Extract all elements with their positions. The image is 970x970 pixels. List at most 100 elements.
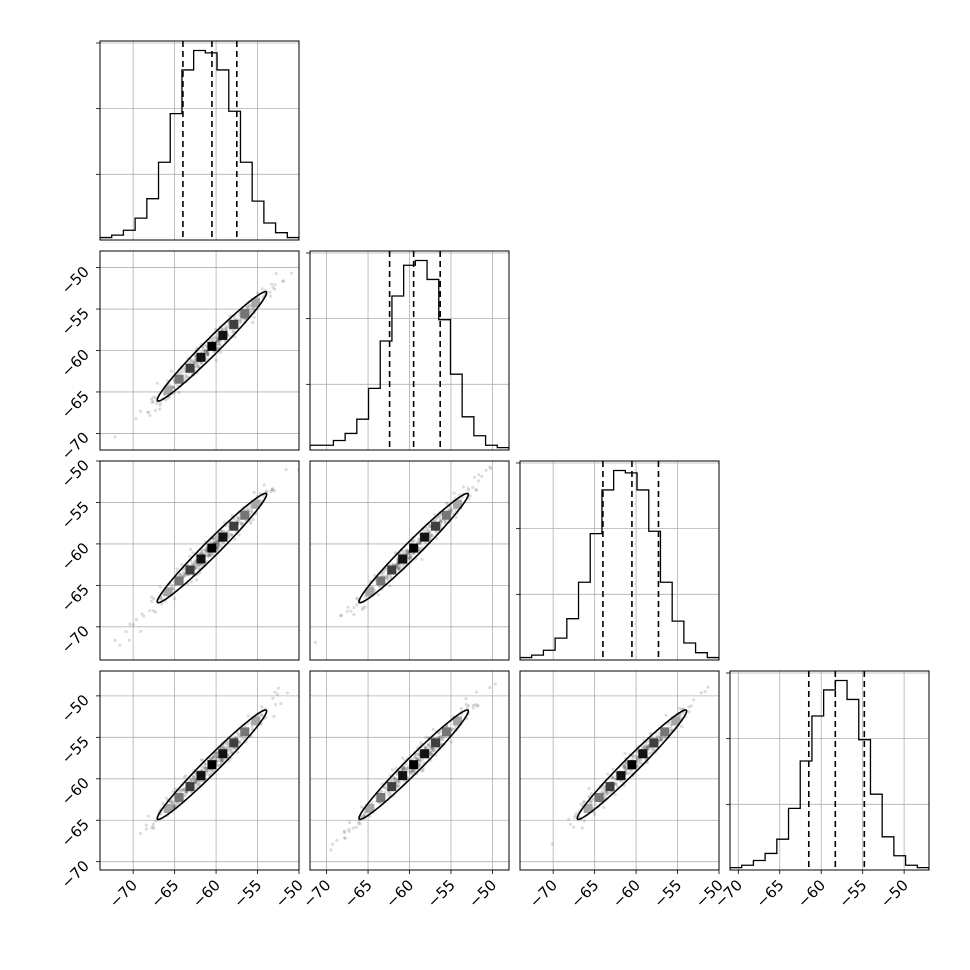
scatter-point <box>419 759 423 763</box>
scatter-point <box>329 848 333 852</box>
scatter-point <box>205 772 209 776</box>
scatter-point <box>213 327 217 331</box>
scatter-point <box>706 685 710 689</box>
scatter-point <box>159 597 163 601</box>
scatter-point <box>642 745 647 749</box>
scatter-point <box>208 338 213 342</box>
scatter-point <box>622 764 626 769</box>
y-tick-label: −55 <box>58 304 93 339</box>
y-tick-label: −55 <box>58 498 93 533</box>
scatter-point <box>148 413 152 418</box>
scatter-point <box>196 779 200 783</box>
x-tick-label: −65 <box>752 876 787 911</box>
scatter-point <box>362 812 367 816</box>
scatter-point <box>391 563 396 567</box>
scatter-point <box>197 782 201 786</box>
x-tick-label: −55 <box>650 876 685 911</box>
scatter-point <box>550 842 555 846</box>
scatter-point <box>412 539 416 543</box>
scatter-point <box>385 576 390 580</box>
scatter-point <box>113 638 117 642</box>
scatter-point <box>392 777 396 781</box>
scatter-point <box>191 551 195 555</box>
scatter-point <box>217 339 221 343</box>
scatter-point <box>139 629 143 634</box>
scatter-point <box>167 382 172 387</box>
scatter-point <box>190 561 195 565</box>
scatter-point <box>437 514 442 519</box>
scatter-point <box>396 783 401 788</box>
scatter-point <box>169 369 174 373</box>
scatter-point <box>605 790 610 794</box>
scatter-point <box>385 577 389 581</box>
scatter-point <box>140 612 144 616</box>
scatter-point <box>234 735 239 739</box>
scatter-point <box>411 539 415 543</box>
scatter-point <box>198 551 202 555</box>
scatter-point <box>237 515 241 519</box>
scatter-point <box>142 614 146 618</box>
scatter-point <box>623 765 627 769</box>
scatter-point <box>428 534 432 538</box>
scatter-point <box>183 573 187 577</box>
scatter-point <box>172 597 177 601</box>
scatter-point <box>489 466 493 471</box>
scatter-point <box>398 566 402 570</box>
scatter-point <box>237 740 242 744</box>
scatter-point <box>417 753 421 757</box>
scatter-point <box>191 360 195 364</box>
scatter-point <box>386 791 391 795</box>
scatter-point <box>262 483 266 487</box>
scatter-point <box>271 696 275 701</box>
scatter-point <box>645 746 649 750</box>
scatter-point <box>188 778 193 782</box>
scatter-point <box>231 329 235 333</box>
scatter-point <box>230 746 234 750</box>
scatter-point <box>232 746 237 750</box>
scatter-point <box>624 762 628 766</box>
scatter-point <box>215 347 220 351</box>
scatter-point <box>385 575 389 579</box>
density-cell <box>431 521 441 531</box>
scatter-point <box>215 336 219 340</box>
scatter-point <box>396 780 400 784</box>
scatter-point <box>218 762 222 767</box>
panel-frame <box>99 460 300 661</box>
scatter-point <box>211 754 215 759</box>
scatter-point <box>419 741 423 745</box>
scatter-point <box>634 756 638 760</box>
scatter-point <box>192 779 196 783</box>
scatter-point <box>206 352 210 356</box>
scatter-point <box>213 752 217 756</box>
scatter-point <box>428 532 433 536</box>
scatter-point <box>437 731 441 736</box>
panel-frame <box>99 40 300 241</box>
scatter-point <box>177 390 181 395</box>
scatter-point <box>380 782 384 786</box>
density-cell <box>616 771 626 781</box>
scatter-point <box>646 746 650 750</box>
panel-3-1: −70 −65 −60 −55 −50 <box>299 670 510 911</box>
scatter-point <box>415 756 419 761</box>
scatter-point <box>651 747 655 751</box>
scatter-point <box>345 609 349 613</box>
density-cell <box>452 716 462 726</box>
scatter-point <box>134 416 138 421</box>
scatter-point <box>635 756 639 760</box>
scatter-point <box>474 487 479 492</box>
scatter-point <box>219 529 224 533</box>
scatter-point <box>407 556 412 560</box>
scatter-point <box>394 766 398 770</box>
scatter-point <box>197 365 201 369</box>
scatter-point <box>339 614 343 618</box>
scatter-point <box>488 465 492 469</box>
scatter-point <box>177 801 181 805</box>
scatter-point <box>397 567 402 572</box>
scatter-point <box>402 551 406 555</box>
scatter-point <box>642 744 647 748</box>
scatter-point <box>204 548 208 552</box>
scatter-point <box>192 774 196 778</box>
scatter-point <box>384 787 388 791</box>
scatter-point <box>184 790 188 794</box>
scatter-point <box>194 781 198 785</box>
